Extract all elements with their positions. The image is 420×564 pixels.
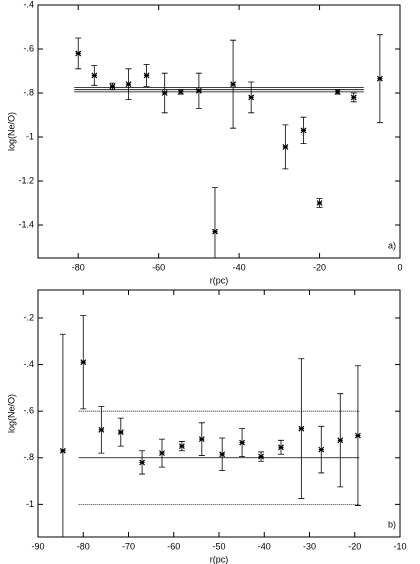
panel: -80 -60 -40 -20 0 -.4 -.6 -.8 -1 -1.2 -1.4 r(pc) log… (6, 0, 402, 285)
data-point (300, 127, 307, 134)
y-tick-label: -.8 (23, 452, 34, 462)
x-tick-label: -40 (233, 262, 246, 272)
data-point (75, 50, 82, 57)
y-tick-label: -1.2 (18, 175, 34, 185)
data-point (161, 90, 168, 96)
x-tick-label: -10 (393, 541, 406, 551)
y-tick-label: -.8 (23, 87, 34, 97)
x-tick-label: 0 (397, 262, 402, 272)
x-tick-label: -50 (212, 541, 225, 551)
x-axis-label: r(pc) (210, 275, 229, 285)
data-point (195, 87, 202, 94)
plot-frame (37, 289, 401, 538)
data-point (98, 426, 105, 433)
data-point (350, 94, 357, 101)
x-tick-label: -20 (313, 262, 326, 272)
data-point (80, 359, 87, 366)
panel-label: b) (388, 519, 396, 529)
data-point (318, 446, 325, 453)
y-axis-label: log(Ne/O) (6, 394, 16, 433)
y-tick-label: -1 (26, 131, 34, 141)
x-tick-label: -80 (72, 262, 85, 272)
x-tick-label: -20 (348, 541, 361, 551)
y-tick-label: -.4 (23, 359, 34, 369)
x-tick-label: -60 (152, 262, 165, 272)
data-point (125, 81, 132, 88)
data-point (316, 200, 323, 206)
data-point (258, 453, 265, 460)
x-tick-label: -30 (303, 541, 316, 551)
data-point (354, 432, 361, 439)
data-point (91, 72, 98, 79)
data-point (143, 72, 150, 79)
data-point (298, 425, 305, 432)
data-point (334, 88, 341, 95)
x-axis-label: r(pc) (210, 554, 229, 564)
data-point (376, 75, 383, 82)
data-point (198, 436, 205, 443)
y-tick-label: -.4 (23, 0, 34, 9)
plot-frame (37, 4, 401, 259)
x-tick-label: -70 (122, 541, 135, 551)
data-point (59, 447, 66, 454)
data-point (177, 88, 184, 95)
data-point (219, 451, 226, 458)
y-tick-label: -.2 (23, 312, 34, 322)
data-point (239, 439, 246, 446)
y-axis-label: log(Ne/O) (6, 112, 16, 151)
x-tick-label: -90 (31, 541, 44, 551)
data-point (337, 437, 344, 444)
x-tick-label: -60 (167, 541, 180, 551)
data-point (178, 443, 185, 450)
data-point (282, 143, 289, 150)
plot-area (74, 34, 383, 258)
plot-area (59, 315, 361, 537)
y-tick-label: -1.4 (18, 219, 34, 229)
panel-label: a) (388, 240, 396, 250)
panel: -90 -80 -70 -60 -50 -40 -30 -20 -10 -.2 -.4 -.6 -.8 -… (6, 289, 407, 564)
y-tick-label: -1 (26, 499, 34, 509)
data-point (117, 429, 124, 436)
data-point (212, 228, 218, 235)
data-point (248, 94, 255, 101)
y-tick-label: -.6 (23, 406, 34, 416)
data-point (139, 459, 145, 466)
y-tick-label: -.6 (23, 43, 34, 53)
data-point (278, 444, 284, 451)
data-point (109, 83, 116, 90)
x-tick-label: -80 (77, 541, 90, 551)
data-point (230, 81, 237, 88)
data-point (159, 450, 165, 457)
x-tick-label: -40 (258, 541, 271, 551)
